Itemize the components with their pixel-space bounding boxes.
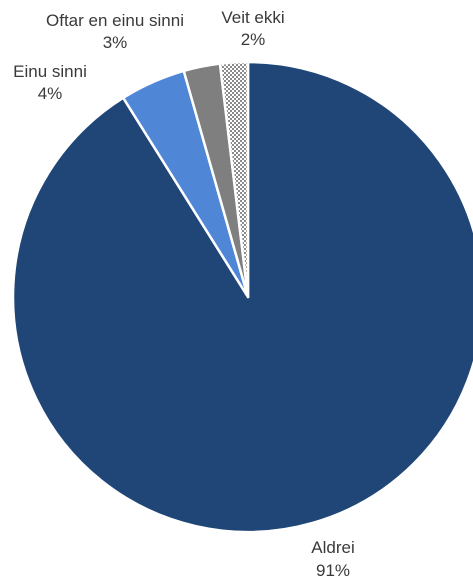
slice-label-aldrei-name: Aldrei [311,538,354,557]
slice-label-veit-ekki: Veit ekki 2% [221,8,284,49]
slice-label-aldrei-value: 91% [316,561,350,579]
pie-slice-veit-ekki [218,60,250,299]
pie-slice-aldrei [11,60,473,534]
slice-label-veit-ekki-name: Veit ekki [221,8,284,27]
slice-label-oftar-en-einu-sinni: Oftar en einu sinni 3% [46,11,184,52]
slice-label-einu-sinni: Einu sinni 4% [13,62,87,103]
slice-label-einu-sinni-value: 4% [38,84,63,103]
slice-label-aldrei: Aldrei 91% [311,538,354,579]
slice-label-veit-ekki-value: 2% [241,30,266,49]
slice-label-oftar-name: Oftar en einu sinni [46,11,184,30]
pie-slices [11,60,473,534]
slice-label-einu-sinni-name: Einu sinni [13,62,87,81]
slice-label-oftar-value: 3% [103,33,128,52]
